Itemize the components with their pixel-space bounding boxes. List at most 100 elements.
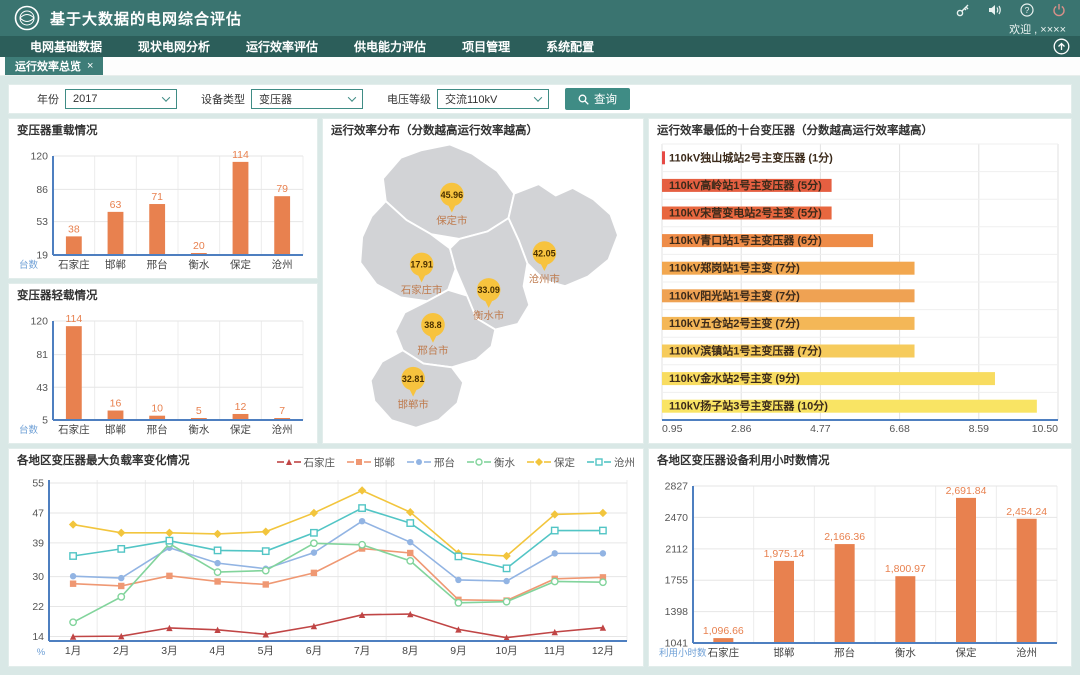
search-button-label: 查询 <box>594 94 617 106</box>
svg-text:110kV滨镇站1号主变压器 (7分): 110kV滨镇站1号主变压器 (7分) <box>669 344 822 358</box>
svg-text:2,691.84: 2,691.84 <box>946 485 987 497</box>
device-type-label: 设备类型 <box>201 94 245 106</box>
legend-item[interactable]: 衡水 <box>467 455 515 470</box>
app-header: 基于大数据的电网综合评估 ? 欢迎 , ×××× <box>0 0 1080 36</box>
line-chart-legend: 石家庄 邯郸 邢台 衡水 保定 沧州 <box>276 455 635 470</box>
svg-text:14: 14 <box>32 631 44 643</box>
legend-item[interactable]: 邯郸 <box>347 455 395 470</box>
svg-text:110kV扬子站3号主变压器 (10分): 110kV扬子站3号主变压器 (10分) <box>669 399 828 413</box>
svg-text:20: 20 <box>193 240 205 252</box>
svg-text:5: 5 <box>42 415 48 427</box>
map-pin: 17.91 <box>409 252 434 283</box>
menu-item-supply-capacity-eval[interactable]: 供电能力评估 <box>354 40 427 54</box>
year-label: 年份 <box>37 94 59 106</box>
menu-item-grid-basic-data[interactable]: 电网基础数据 <box>30 40 103 54</box>
legend-item[interactable]: 邢台 <box>407 455 455 470</box>
svg-text:2,454.24: 2,454.24 <box>1006 506 1047 518</box>
svg-text:沧州: 沧州 <box>272 423 293 436</box>
svg-text:43: 43 <box>36 382 48 394</box>
svg-text:55: 55 <box>32 477 44 489</box>
svg-text:114: 114 <box>232 149 249 161</box>
svg-text:邯郸: 邯郸 <box>774 646 795 659</box>
voltage-level-select[interactable]: 交流110kV <box>437 89 549 109</box>
menu-item-project-management[interactable]: 项目管理 <box>462 40 511 54</box>
device-type-select[interactable]: 变压器 <box>251 89 363 109</box>
efficiency-map: 45.96 保定市 42.05 沧州市 17.91 石家庄市 33.09 衡水市 38.8 邢台市… <box>331 140 635 436</box>
svg-text:71: 71 <box>151 191 163 203</box>
menu-item-system-config[interactable]: 系统配置 <box>546 40 595 54</box>
svg-text:2月: 2月 <box>113 645 129 657</box>
collapse-up-icon[interactable] <box>1053 38 1070 55</box>
svg-text:2.86: 2.86 <box>731 423 752 435</box>
svg-text:38.8: 38.8 <box>424 320 441 330</box>
panel-worst-ten: 运行效率最低的十台变压器（分数越高运行效率越高） 0.95 2.86 4.77 6.6… <box>648 118 1072 444</box>
legend-item[interactable]: 沧州 <box>587 455 635 470</box>
svg-text:79: 79 <box>276 183 288 195</box>
svg-text:邯郸: 邯郸 <box>105 423 126 436</box>
menu-item-operation-efficiency-eval[interactable]: 运行效率评估 <box>246 40 319 54</box>
svg-text:10: 10 <box>151 403 163 415</box>
search-button[interactable]: 查询 <box>565 88 630 110</box>
year-select[interactable]: 2017 <box>65 89 177 109</box>
svg-text:19: 19 <box>36 250 48 262</box>
svg-text:石家庄: 石家庄 <box>708 646 740 659</box>
year-select-value: 2017 <box>73 93 98 105</box>
panel-title: 各地区变压器最大负载率变化情况 <box>17 455 190 467</box>
power-icon[interactable] <box>1052 3 1066 17</box>
svg-text:110kV五仓站2号主变 (7分): 110kV五仓站2号主变 (7分) <box>669 316 800 330</box>
svg-text:10月: 10月 <box>495 645 517 657</box>
menu-item-current-grid-analysis[interactable]: 现状电网分析 <box>138 40 211 54</box>
speaker-icon[interactable] <box>988 3 1002 17</box>
panel-title: 运行效率最低的十台变压器（分数越高运行效率越高） <box>657 125 933 137</box>
svg-text:2112: 2112 <box>665 543 688 555</box>
svg-text:台数: 台数 <box>19 424 39 436</box>
svg-text:32.81: 32.81 <box>402 374 424 384</box>
svg-text:9月: 9月 <box>450 645 466 657</box>
legend-item[interactable]: 保定 <box>527 455 575 470</box>
svg-text:保定: 保定 <box>230 258 251 271</box>
help-icon[interactable]: ? <box>1020 3 1034 17</box>
svg-text:保定市: 保定市 <box>436 214 467 227</box>
svg-text:38: 38 <box>68 223 80 235</box>
svg-text:12月: 12月 <box>592 645 614 657</box>
page-title: 基于大数据的电网综合评估 <box>50 10 243 28</box>
svg-text:3月: 3月 <box>161 645 177 657</box>
svg-text:81: 81 <box>36 349 48 361</box>
map-pin: 33.09 <box>476 278 501 308</box>
key-icon[interactable] <box>956 3 970 17</box>
tab-close-icon[interactable]: × <box>87 59 94 72</box>
svg-text:2470: 2470 <box>665 512 689 524</box>
chevron-down-icon <box>533 93 543 102</box>
svg-text:沧州: 沧州 <box>1016 646 1037 659</box>
main-menu: 电网基础数据 现状电网分析 运行效率评估 供电能力评估 项目管理 系统配置 <box>0 36 1080 57</box>
tab-efficiency-overview[interactable]: 运行效率总览 × <box>5 56 104 75</box>
svg-text:47: 47 <box>32 507 44 519</box>
svg-text:42.05: 42.05 <box>533 248 555 258</box>
svg-text:石家庄市: 石家庄市 <box>401 284 443 297</box>
svg-text:5: 5 <box>196 405 202 417</box>
svg-text:114: 114 <box>65 313 82 325</box>
svg-text:110kV阳光站1号主变 (7分): 110kV阳光站1号主变 (7分) <box>669 288 800 302</box>
svg-text:16: 16 <box>110 398 122 410</box>
svg-text:110kV金水站2号主变 (9分): 110kV金水站2号主变 (9分) <box>669 371 800 385</box>
panel-title: 变压器轻载情况 <box>17 290 98 302</box>
svg-text:衡水市: 衡水市 <box>473 309 504 322</box>
svg-text:1041: 1041 <box>665 638 689 650</box>
svg-text:邢台市: 邢台市 <box>417 344 448 357</box>
svg-text:39: 39 <box>32 537 44 549</box>
utilization-hours-bar-chart: 1041 1398 1755 2112 2470 2827 1,096.66 石家庄 1,975… <box>657 470 1063 661</box>
svg-text:10.50: 10.50 <box>1032 423 1058 435</box>
svg-text:2827: 2827 <box>665 481 689 493</box>
svg-text:沧州: 沧州 <box>272 258 293 271</box>
load-rate-line-chart: 14 22 30 39 47 55 1月 2月 3月 4月 5月 6月 7月 8月 9月 10月 11月 12月% <box>17 472 635 659</box>
svg-text:利用小时数: 利用小时数 <box>659 647 707 659</box>
panel-load-rate: 各地区变压器最大负载率变化情况 石家庄 邯郸 邢台 衡水 保定 沧州 14 22 30 39 47… <box>8 448 644 667</box>
svg-text:0.95: 0.95 <box>662 423 683 435</box>
svg-text:110kV独山城站2号主变压器 (1分): 110kV独山城站2号主变压器 (1分) <box>669 150 833 164</box>
svg-text:1,800.97: 1,800.97 <box>885 563 926 575</box>
svg-text:11月: 11月 <box>544 645 565 657</box>
svg-text:120: 120 <box>30 316 48 328</box>
svg-text:8.59: 8.59 <box>969 423 990 435</box>
legend-item[interactable]: 石家庄 <box>276 455 335 470</box>
svg-text:1,096.66: 1,096.66 <box>703 625 744 637</box>
